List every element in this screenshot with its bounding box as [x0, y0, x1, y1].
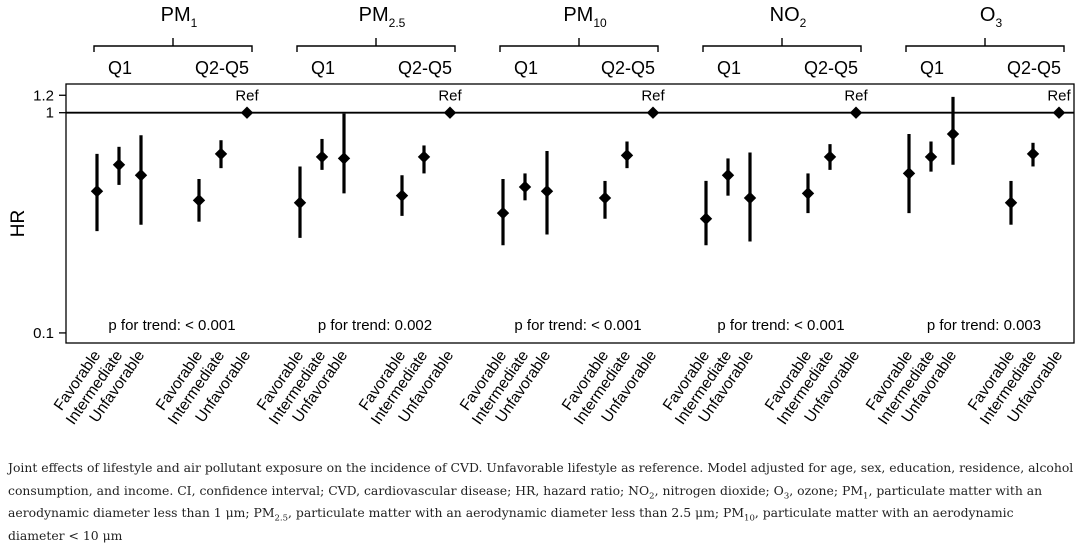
hr-point	[90, 185, 104, 198]
quantile-label-q2q5: Q2-Q5	[804, 58, 858, 78]
hr-point	[743, 191, 757, 205]
hr-point	[192, 194, 206, 207]
caption-text-1: Joint effects of lifestyle and air pollu…	[8, 460, 1074, 498]
reference-label: Ref	[641, 88, 665, 105]
hr-point	[395, 189, 409, 202]
pollutant-title-sub: 10	[593, 16, 607, 30]
hr-point	[337, 152, 351, 165]
hr-point	[417, 150, 431, 164]
y-tick-label: 1	[46, 105, 54, 122]
hr-point	[293, 196, 307, 209]
plot-frame	[65, 83, 1075, 344]
figure-caption: Joint effects of lifestyle and air pollu…	[8, 457, 1074, 547]
pollutant-title: PM10	[563, 4, 607, 30]
group-bracket	[93, 38, 253, 52]
hr-point	[902, 167, 916, 180]
reference-label: Ref	[1047, 88, 1071, 105]
caption-text-4: , particulate matter with an aerodynamic…	[8, 482, 1043, 521]
reference-point	[646, 106, 660, 119]
caption-sub-4: 2.5	[274, 513, 289, 524]
caption-text-5: , particulate matter with an aerodynamic…	[288, 505, 745, 520]
hr-point	[112, 158, 126, 172]
reference-point	[240, 106, 254, 119]
y-axis-title: HR	[8, 210, 29, 237]
quantile-label-q2q5: Q2-Q5	[601, 58, 655, 78]
hr-point	[1026, 147, 1040, 161]
caption-sub-5: 10	[744, 513, 755, 524]
group-bracket	[499, 38, 659, 52]
group-bracket	[296, 38, 456, 52]
hr-point	[620, 149, 634, 162]
pollutant-title-sub: 1	[191, 16, 198, 30]
p-trend-label: p for trend: 0.003	[927, 317, 1041, 334]
caption-text-6: , particulate matter with an aerodynamic…	[8, 505, 1014, 543]
quantile-label-q1: Q1	[108, 58, 132, 78]
quantile-label-q1: Q1	[514, 58, 538, 78]
hr-point	[214, 147, 228, 161]
hr-point	[134, 169, 148, 182]
y-tick-label: 0.1	[33, 325, 54, 342]
pollutant-title-base: NO	[770, 4, 800, 26]
quantile-label-q2q5: Q2-Q5	[398, 58, 452, 78]
caption-text-3: , ozone; PM	[789, 482, 864, 498]
p-trend-label: p for trend: 0.002	[318, 317, 432, 334]
pollutant-title: NO2	[770, 4, 807, 30]
hr-point	[721, 169, 735, 182]
pollutant-title-base: PM	[359, 4, 389, 26]
group-bracket	[702, 38, 862, 52]
quantile-label-q1: Q1	[717, 58, 741, 78]
hr-point	[924, 150, 938, 164]
quantile-label-q2q5: Q2-Q5	[195, 58, 249, 78]
pollutant-title: PM2.5	[359, 4, 406, 30]
hr-point	[315, 150, 329, 164]
reference-label: Ref	[438, 88, 462, 105]
caption-sub-3: 1	[863, 490, 869, 501]
hr-point	[518, 180, 532, 194]
reference-label: Ref	[844, 88, 868, 105]
hr-point	[946, 127, 960, 141]
p-trend-label: p for trend: < 0.001	[514, 317, 641, 334]
pollutant-title-base: PM	[563, 4, 593, 26]
pollutant-title-sub: 3	[995, 16, 1002, 30]
p-trend-label: p for trend: < 0.001	[108, 317, 235, 334]
reference-label: Ref	[235, 88, 259, 105]
hr-point	[496, 206, 510, 220]
p-trend-label: p for trend: < 0.001	[717, 317, 844, 334]
pollutant-title: PM1	[161, 4, 198, 30]
pollutant-title-base: O	[980, 4, 996, 26]
quantile-label-q1: Q1	[311, 58, 335, 78]
hr-point	[699, 212, 713, 225]
reference-point	[849, 106, 863, 119]
caption-text-2: , nitrogen dioxide; O	[654, 482, 784, 498]
reference-point	[1052, 106, 1066, 119]
pollutant-title: O3	[980, 4, 1003, 30]
caption-sub-1: 2	[649, 490, 655, 501]
quantile-label-q1: Q1	[920, 58, 944, 78]
hr-point	[801, 187, 815, 200]
hr-point	[598, 191, 612, 205]
hr-point	[540, 185, 554, 198]
y-tick-label: 1.2	[33, 87, 54, 104]
pollutant-title-sub: 2.5	[389, 16, 406, 30]
quantile-label-q2q5: Q2-Q5	[1007, 58, 1061, 78]
group-bracket	[905, 38, 1065, 52]
hr-point	[1004, 196, 1018, 209]
pollutant-title-base: PM	[161, 4, 191, 26]
reference-point	[443, 106, 457, 119]
hr-point	[823, 150, 837, 164]
pollutant-title-sub: 2	[800, 16, 807, 30]
caption-sub-2: 3	[783, 490, 790, 501]
